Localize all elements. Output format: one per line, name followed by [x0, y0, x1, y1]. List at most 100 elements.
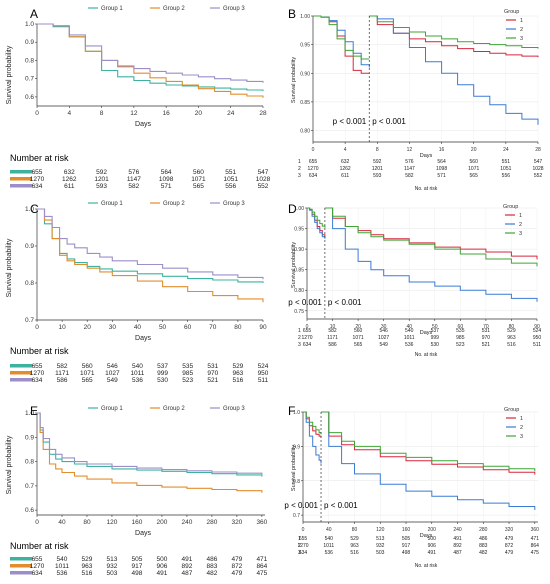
risk-cell: 593: [96, 183, 107, 190]
risk-cell: 1028: [256, 176, 271, 183]
y-tick-label: 0.8: [293, 479, 300, 485]
risk-cell: 486: [206, 556, 217, 563]
risk-row-swatch: [10, 170, 32, 174]
x-tick-label: 24: [227, 110, 235, 117]
risk-cell: 632: [341, 159, 350, 165]
risk-cell: 582: [328, 328, 337, 334]
risk-cell: 917: [402, 543, 411, 549]
risk-cell: 634: [299, 550, 308, 556]
risk-cell: 565: [193, 183, 204, 190]
risk-cell: 586: [57, 377, 68, 384]
y-tick-label: 1.0: [25, 21, 34, 28]
x-tick-label: 90: [534, 324, 540, 330]
risk-cell: 537: [431, 328, 440, 334]
risk-cell: 564: [437, 159, 446, 165]
series-line-pre-2: [313, 15, 370, 68]
risk-cell: 491: [453, 536, 462, 542]
legend-label: 2: [519, 222, 522, 228]
panel-B: B0.800.850.900.951.000 4 8 12 16 20 24 28DaysSu…: [288, 7, 544, 192]
y-tick-label: 0.85: [300, 100, 310, 106]
series-line-group-3: [37, 208, 264, 280]
x-tick-label: 70: [209, 324, 217, 331]
risk-cell: 883: [479, 543, 488, 549]
risk-cell: 1051: [223, 176, 238, 183]
risk-cell: 611: [64, 183, 75, 190]
risk-cell: 1270: [30, 176, 45, 183]
risk-cell: 864: [531, 543, 540, 549]
series-line-post-3: [324, 207, 538, 267]
x-tick-label: 20: [195, 110, 203, 117]
risk-cell: 511: [533, 342, 541, 348]
risk-cell: 576: [128, 169, 139, 176]
risk-cell: 560: [470, 159, 479, 165]
risk-cell: 531: [207, 363, 218, 370]
series-line-group-1: [37, 23, 264, 92]
risk-cell: 963: [507, 335, 516, 341]
risk-cell: 511: [258, 377, 269, 384]
x-tick-label: 0: [302, 527, 305, 533]
risk-row-swatch: [10, 177, 32, 181]
x-tick-label: 160: [402, 527, 411, 533]
x-tick-label: 0: [35, 519, 39, 526]
risk-cell: 1171: [327, 335, 338, 341]
y-tick-label: 0.90: [294, 247, 304, 253]
legend-label: Group 1: [101, 201, 123, 207]
p-value-right: p < 0.001: [372, 117, 406, 126]
risk-cell: 482: [479, 550, 488, 556]
risk-cell: 503: [376, 550, 385, 556]
risk-cell: 1071: [468, 166, 479, 172]
y-tick-label: 0.90: [300, 71, 310, 77]
risk-cell: 540: [405, 328, 414, 334]
risk-row-label: 2: [298, 543, 301, 549]
panel-label: E: [30, 404, 38, 418]
risk-cell: 503: [107, 570, 118, 577]
risk-cell: 950: [533, 335, 542, 341]
risk-cell: 1071: [191, 176, 206, 183]
risk-cell: 491: [428, 550, 437, 556]
risk-cell: 551: [225, 169, 236, 176]
series-line-post-1: [369, 15, 539, 58]
risk-cell: 970: [207, 370, 218, 377]
risk-row-swatch: [10, 557, 32, 561]
risk-cell: 1262: [340, 166, 351, 172]
panel-A: A 0.6 0.7 0.8 0.9 1.0 0 4 8 12 16 20 24 28 Days Surviva…: [6, 6, 271, 190]
risk-row-swatch: [10, 378, 32, 382]
panel-label: A: [30, 7, 38, 21]
x-tick-label: 4: [344, 147, 347, 153]
risk-cell: 529: [82, 556, 93, 563]
risk-cell: 950: [258, 370, 269, 377]
risk-cell: 529: [350, 536, 359, 542]
legend-label: Group 3: [223, 201, 245, 207]
risk-cell: 564: [161, 169, 172, 176]
risk-row-label: 1: [298, 159, 301, 165]
legend-label: Group 2: [163, 201, 185, 207]
x-tick-label: 160: [132, 519, 143, 526]
x-axis-label: Days: [420, 153, 433, 159]
risk-cell: 479: [505, 550, 514, 556]
risk-cell: 586: [328, 342, 337, 348]
x-tick-label: 28: [535, 147, 541, 153]
x-tick-label: 16: [439, 147, 445, 153]
x-axis-label: Days: [420, 330, 433, 336]
risk-table-title: No. at risk: [415, 563, 438, 569]
x-tick-label: 40: [326, 527, 332, 533]
risk-cell: 475: [256, 570, 267, 577]
legend-label: Group 3: [223, 6, 245, 12]
risk-cell: 491: [181, 556, 192, 563]
risk-row-swatch: [10, 184, 32, 188]
x-tick-label: 0: [35, 324, 39, 331]
risk-cell: 1071: [80, 370, 95, 377]
series-line-group-3: [37, 23, 264, 83]
risk-cell: 560: [82, 363, 93, 370]
risk-cell: 565: [354, 342, 363, 348]
risk-cell: 552: [258, 183, 269, 190]
risk-cell: 1262: [62, 176, 77, 183]
y-tick-label: 0.9: [25, 243, 34, 250]
risk-cell: 531: [482, 328, 491, 334]
panel-label: B: [288, 7, 296, 21]
risk-cell: 479: [231, 570, 242, 577]
risk-cell: 556: [502, 173, 511, 179]
risk-cell: 872: [231, 563, 242, 570]
x-tick-label: 90: [259, 324, 267, 331]
risk-cell: 963: [350, 543, 359, 549]
